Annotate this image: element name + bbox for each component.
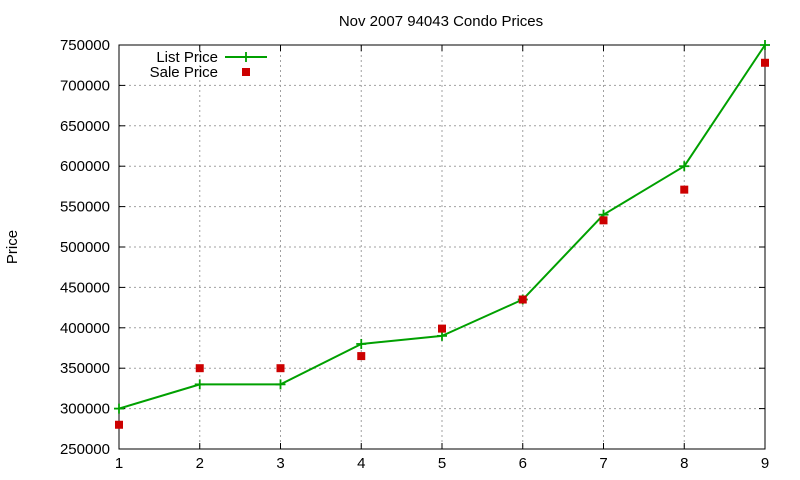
y-tick-label: 650000 [60, 118, 110, 135]
list-price-point [275, 379, 286, 390]
legend-square-swatch [242, 68, 250, 76]
y-axis-label: Price [4, 230, 21, 264]
y-tick-label: 700000 [60, 77, 110, 94]
sale-price-point [518, 295, 527, 304]
y-tick-label: 550000 [60, 199, 110, 216]
x-tick-label: 9 [761, 455, 769, 472]
list-price-point [679, 161, 690, 172]
y-tick-label: 750000 [60, 37, 110, 54]
sale-price-point [438, 324, 446, 333]
sale-price-point [599, 216, 608, 225]
x-tick-label: 4 [357, 455, 365, 472]
list-price-point [194, 379, 205, 390]
x-tick-label: 1 [115, 455, 123, 472]
sale-price-point [115, 420, 123, 429]
sale-price-point [195, 364, 204, 373]
legend-plus-swatch [241, 52, 251, 62]
x-tick-label: 8 [680, 455, 688, 472]
y-tick-label: 300000 [60, 401, 110, 418]
sale-price-point [761, 58, 769, 67]
legend-label: Sale Price [150, 64, 218, 81]
y-tick-label: 450000 [60, 279, 110, 296]
x-tick-label: 6 [519, 455, 527, 472]
axis-ticks: 250000 300000 350000 400000 450000 500000 5500… [60, 37, 769, 472]
x-tick-label: 2 [196, 455, 204, 472]
y-tick-label: 600000 [60, 158, 110, 175]
sale-price-point [357, 352, 366, 361]
y-tick-label: 250000 [60, 441, 110, 458]
legend-label: List Price [156, 49, 218, 66]
y-tick-label: 350000 [60, 360, 110, 377]
y-tick-label: 500000 [60, 239, 110, 256]
x-tick-label: 5 [438, 455, 446, 472]
series-layer [114, 40, 770, 429]
grid [119, 45, 765, 449]
list-price-point [760, 40, 770, 50]
sale-price-point [680, 185, 689, 194]
y-tick-label: 400000 [60, 320, 110, 337]
x-tick-label: 3 [276, 455, 284, 472]
chart-title: Nov 2007 94043 Condo Prices [339, 13, 543, 30]
sale-price-point [276, 364, 285, 373]
list-price-point [356, 338, 367, 349]
list-price-point [114, 403, 124, 414]
x-tick-label: 7 [599, 455, 607, 472]
